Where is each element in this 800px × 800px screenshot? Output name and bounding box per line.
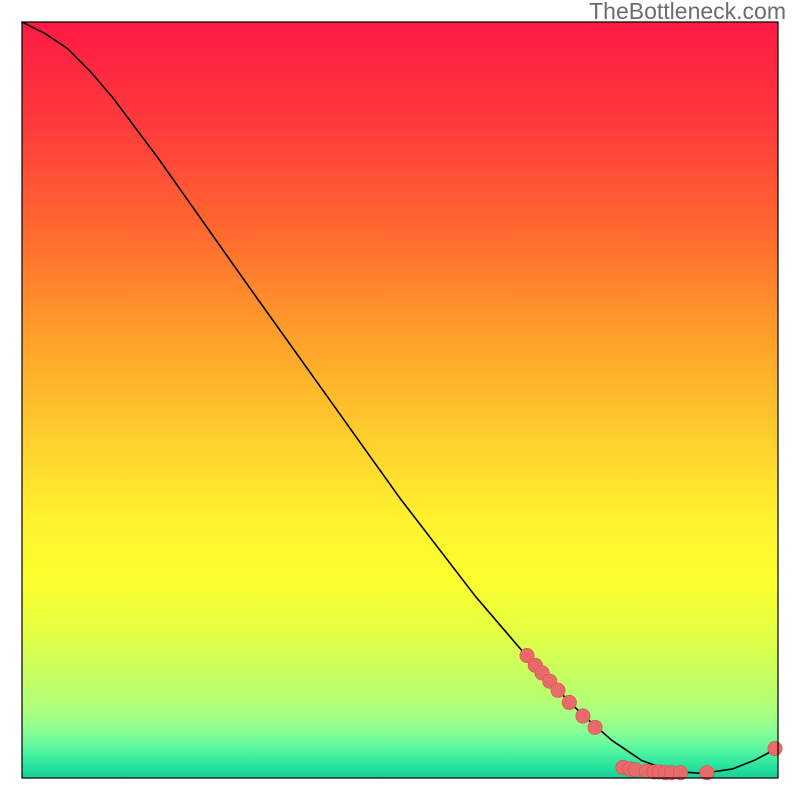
chart-stage: TheBottleneck.com: [0, 0, 800, 800]
data-marker: [562, 695, 576, 709]
data-marker: [576, 709, 590, 723]
watermark-text: TheBottleneck.com: [589, 0, 786, 25]
chart-svg: [0, 0, 800, 800]
plot-background: [22, 22, 778, 778]
data-marker: [768, 741, 782, 755]
data-marker: [588, 720, 602, 734]
data-marker: [551, 683, 565, 697]
